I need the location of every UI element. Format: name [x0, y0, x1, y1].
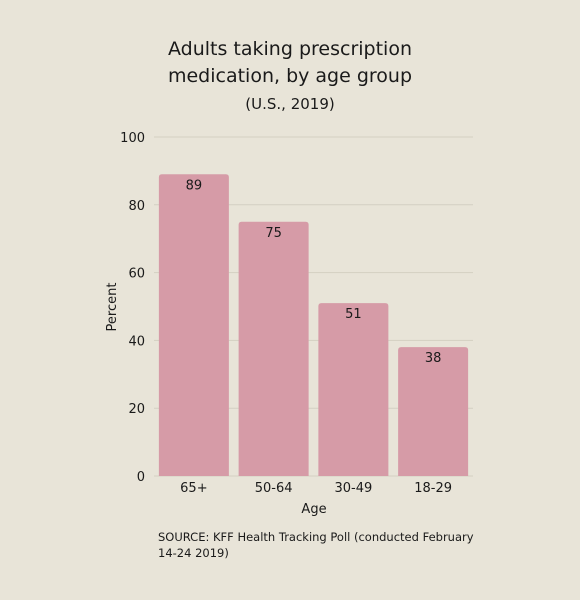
bar: [318, 303, 389, 476]
bar-value-label: 38: [425, 351, 442, 366]
y-tick-label: 40: [128, 334, 145, 349]
x-tick-label: 50-64: [255, 481, 293, 496]
y-tick-labels: 0 20 40 60 80 100: [120, 131, 145, 485]
y-tick-label: 60: [128, 267, 145, 282]
bars: [158, 174, 469, 477]
x-tick-label: 65+: [180, 481, 207, 496]
y-tick-label: 20: [128, 402, 145, 417]
value-labels: 89 75 51 38: [186, 178, 442, 366]
bar: [398, 347, 469, 476]
y-tick-label: 0: [137, 470, 145, 485]
x-tick-label: 18-29: [414, 481, 452, 496]
bar-value-label: 51: [345, 307, 362, 322]
bar: [238, 221, 309, 476]
chart-title-line-1: Adults taking prescription: [168, 38, 412, 60]
x-tick-label: 30-49: [334, 481, 372, 496]
chart-subtitle: (U.S., 2019): [245, 95, 335, 113]
y-axis-label: Percent: [105, 283, 120, 332]
source-note: SOURCE: KFF Health Tracking Poll (conduc…: [158, 530, 474, 560]
bar-value-label: 75: [265, 226, 282, 241]
y-tick-label: 80: [128, 199, 145, 214]
chart-title: Adults taking prescription medication, b…: [0, 36, 580, 90]
bar-value-label: 89: [186, 178, 203, 193]
bar: [158, 174, 229, 477]
x-axis-label: Age: [301, 502, 326, 517]
chart-title-line-2: medication, by age group: [167, 65, 413, 87]
x-tick-labels: 65+ 50-64 30-49 18-29: [180, 481, 452, 496]
y-tick-label: 100: [120, 131, 145, 146]
